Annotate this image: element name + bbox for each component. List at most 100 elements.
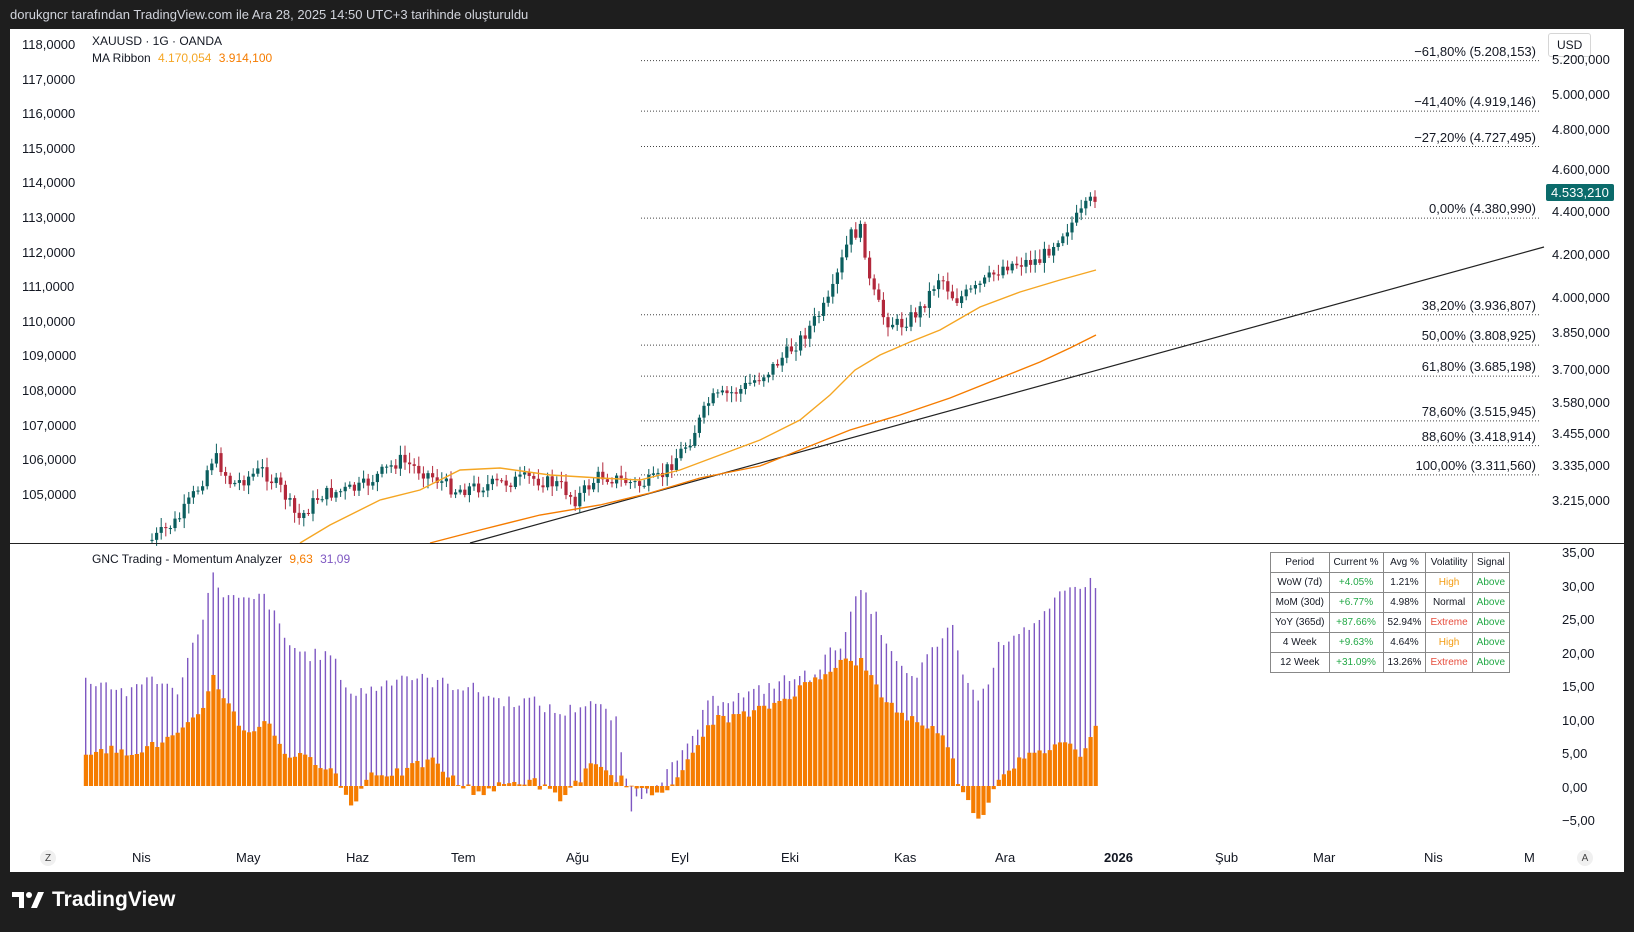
candle-body (665, 464, 669, 478)
stats-volatility: High (1425, 572, 1473, 593)
axis-auto-button[interactable]: A (1577, 850, 1593, 866)
candle-body (762, 377, 766, 382)
candle-body (863, 223, 867, 258)
momentum-bar-fast (272, 735, 277, 786)
momentum-bar-fast (609, 775, 614, 786)
momentum-bar-slow (436, 679, 439, 786)
momentum-bar-slow (232, 595, 235, 786)
momentum-bar-fast (910, 716, 915, 786)
momentum-bar-slow (1038, 619, 1041, 786)
momentum-bar-slow (600, 704, 602, 786)
momentum-bar-slow (1013, 635, 1015, 786)
momentum-bar-fast (853, 665, 859, 786)
candle-body (472, 483, 476, 487)
candle-body (1015, 263, 1019, 266)
candle-body (766, 374, 770, 378)
axis-left-button[interactable]: Z (40, 850, 56, 866)
candle-body (638, 481, 642, 486)
momentum-bar-slow (457, 689, 459, 786)
candle-body (343, 486, 347, 492)
candle-body (182, 503, 186, 519)
candle-body (279, 477, 283, 485)
momentum-bar-slow (442, 677, 444, 786)
momentum-bar-fast (502, 784, 507, 786)
indicator-value-1: 9,63 (289, 552, 313, 566)
momentum-bar-fast (313, 765, 318, 786)
momentum-bar-fast (1022, 758, 1027, 786)
candle-body (868, 257, 872, 279)
candle-body (339, 491, 343, 493)
candle-body (739, 388, 743, 394)
candle-body (877, 289, 881, 300)
momentum-bar-slow (487, 695, 490, 786)
time-axis-label: Nis (1424, 850, 1443, 865)
candle-body (306, 512, 310, 514)
momentum-bar-fast (848, 660, 853, 786)
candle-body (964, 289, 968, 297)
momentum-bar-slow (635, 786, 638, 797)
momentum-bar-slow (574, 712, 576, 786)
momentum-bar-fast (175, 732, 180, 786)
momentum-bar-slow (156, 684, 158, 786)
momentum-bar-slow (921, 662, 923, 786)
momentum-bar-fast (894, 712, 899, 786)
momentum-bar-fast (451, 775, 456, 786)
momentum-bar-slow (334, 658, 337, 786)
indicator-axis-tick: 30,00 (1562, 578, 1595, 594)
momentum-bar-fast (961, 786, 966, 793)
right-axis-tick: 4.400,000 (1552, 204, 1610, 219)
candle-body (242, 480, 246, 486)
momentum-bar-slow (100, 682, 102, 786)
momentum-bar-slow (579, 707, 582, 786)
momentum-bar-fast (1027, 752, 1032, 786)
candle-body (362, 478, 366, 483)
candle-body (776, 363, 780, 366)
candle-body (592, 482, 596, 490)
momentum-bar-fast (374, 775, 379, 786)
candle-body (955, 298, 959, 304)
candle-body (532, 475, 536, 479)
momentum-bar-fast (629, 785, 634, 787)
stats-current: +87.66% (1328, 612, 1384, 633)
momentum-bar-slow (401, 675, 403, 786)
candle-body (1075, 212, 1079, 223)
momentum-bar-slow (569, 704, 571, 786)
pane-divider[interactable] (10, 543, 1624, 544)
ma-ribbon-value-1: 4.170,054 (158, 51, 212, 65)
candle-body (444, 478, 448, 482)
candle-body (260, 467, 264, 469)
candle-body (467, 486, 471, 496)
momentum-bar-slow (253, 599, 255, 786)
momentum-bar-slow (355, 695, 357, 786)
candle-body (969, 288, 973, 290)
ma-ribbon-legend[interactable]: MA Ribbon 4.170,054 3.914,100 (92, 51, 272, 65)
tradingview-logo[interactable]: TradingView (12, 888, 175, 912)
momentum-bar-slow (498, 698, 500, 786)
momentum-bar-fast (823, 674, 828, 786)
candle-body (946, 281, 950, 292)
momentum-bar-fast (593, 764, 598, 786)
momentum-bar-slow (375, 690, 378, 786)
momentum-bar-slow (564, 715, 566, 786)
right-axis-tick: 3.455,000 (1552, 426, 1610, 441)
momentum-bar-fast (787, 699, 792, 786)
currency-selector[interactable]: USD (1548, 33, 1592, 57)
candle-body (247, 476, 251, 486)
momentum-bar-fast (369, 772, 374, 786)
stats-current: +31.09% (1328, 652, 1384, 673)
candle-body (1084, 200, 1088, 209)
momentum-bar-fast (619, 775, 624, 786)
candle-body (711, 393, 715, 404)
indicator-legend[interactable]: GNC Trading - Momentum Analyzer 9,63 31,… (92, 552, 350, 566)
left-axis-tick: 108,0000 (22, 383, 77, 398)
momentum-bar-fast (435, 763, 440, 786)
stats-current: +9.63% (1328, 632, 1384, 653)
momentum-bar-fast (211, 674, 216, 786)
candle-body (421, 473, 425, 479)
symbol-label[interactable]: XAUUSD · 1G · OANDA (92, 34, 223, 48)
candle-body (647, 474, 651, 486)
candle-body (316, 498, 320, 500)
candle-body (753, 380, 757, 383)
candle-body (1033, 259, 1037, 265)
